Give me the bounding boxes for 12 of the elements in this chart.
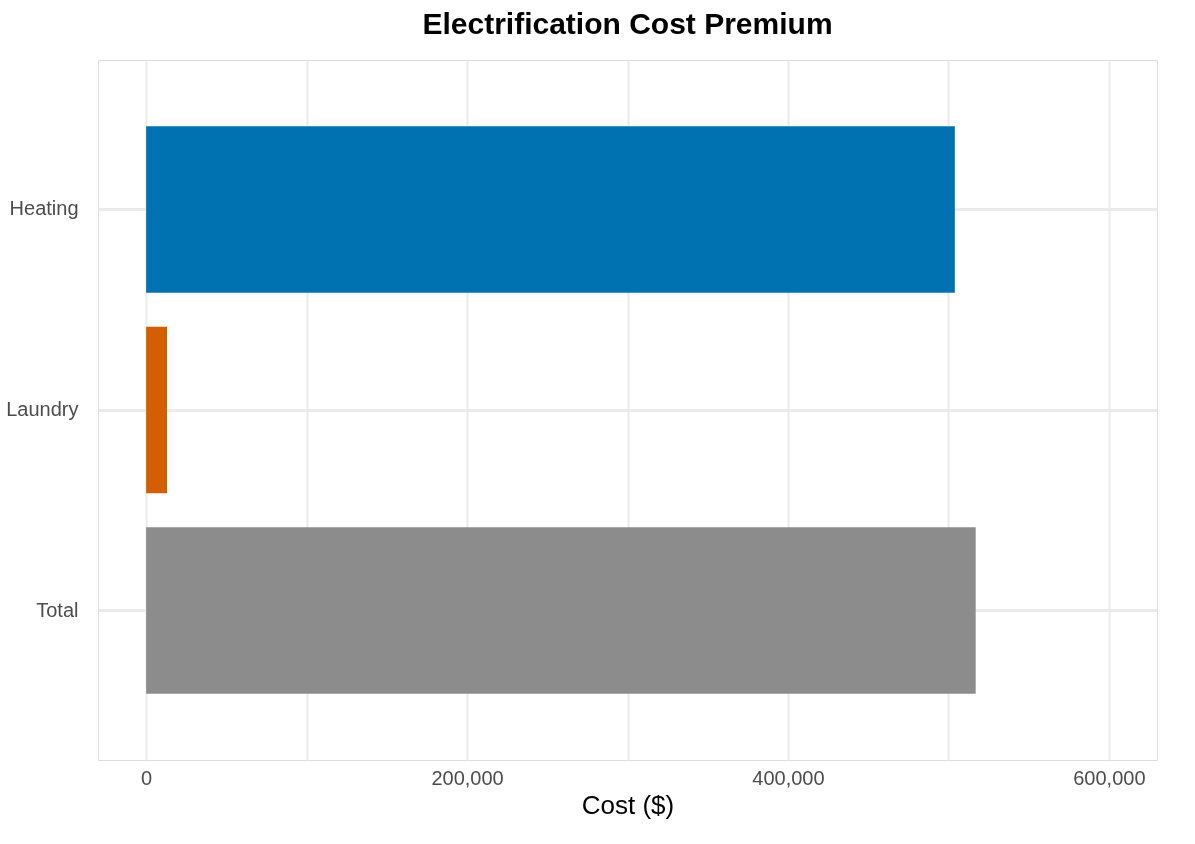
chart-title: Electrification Cost Premium: [422, 7, 833, 40]
x-tick-label: 600,000: [1073, 766, 1146, 789]
x-axis-title: Cost ($): [581, 789, 675, 820]
x-tick-label: 200,000: [431, 766, 504, 789]
bar: [146, 527, 976, 694]
bar: [146, 326, 167, 494]
x-tick-label: 0: [141, 766, 153, 789]
y-tick-label: Heating: [9, 197, 79, 220]
y-tick-label: Laundry: [6, 398, 79, 420]
bar: [146, 126, 955, 293]
y-tick-label: Total: [36, 598, 79, 621]
x-tick-label: 400,000: [752, 766, 825, 789]
